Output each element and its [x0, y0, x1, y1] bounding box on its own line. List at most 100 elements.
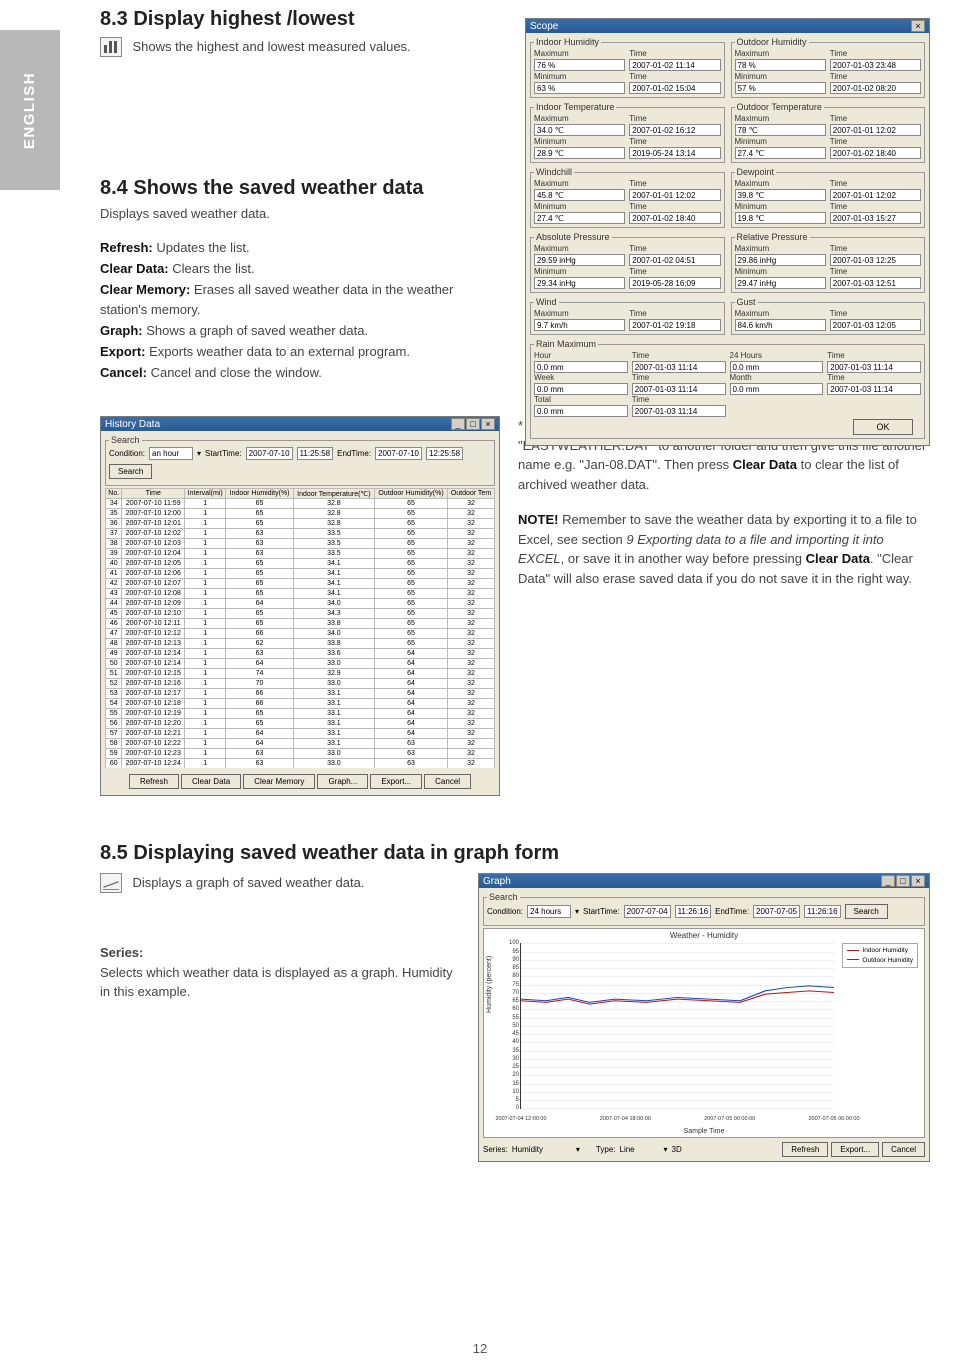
chart-title: Weather - Humidity: [484, 931, 924, 940]
language-tab: ENGLISH: [0, 30, 60, 190]
scope-group: Indoor TemperatureMaximumTime34.0 ℃2007-…: [530, 102, 725, 163]
language-label: ENGLISH: [22, 71, 39, 148]
close-icon[interactable]: ×: [911, 20, 925, 32]
history-body: Search Condition: an hour ▾ StartTime: 2…: [101, 431, 499, 795]
end-time-input[interactable]: 11:26:16: [804, 905, 841, 918]
scope-group: DewpointMaximumTime39.8 ℃2007-01-01 12:0…: [731, 167, 926, 228]
series-block: Series: Selects which weather data is di…: [100, 943, 460, 1002]
y-axis-label: Humidity (percent): [486, 956, 493, 1013]
desc-8-5: Displays a graph of saved weather data.: [132, 876, 364, 891]
scope-group: WindMaximumTime9.7 km/h2007-01-02 19:18: [530, 297, 725, 335]
scope-group: Rain MaximumHourTime0.0 mm2007-01-03 11:…: [530, 339, 925, 439]
condition-label: Condition:: [487, 907, 523, 916]
search-button[interactable]: Search: [845, 904, 888, 919]
group-legend: Outdoor Humidity: [735, 37, 809, 47]
group-legend: Gust: [735, 297, 758, 307]
group-legend: Absolute Pressure: [534, 232, 612, 242]
group-legend: Indoor Humidity: [534, 37, 601, 47]
graph-body: Search Condition: 24 hours▾ StartTime: 2…: [479, 888, 929, 1161]
refresh-button[interactable]: Refresh: [129, 774, 179, 789]
history-searchbar: Condition: an hour ▾ StartTime: 2007-07-…: [109, 447, 491, 479]
graph-title: Graph: [483, 876, 511, 887]
start-date-input[interactable]: 2007-07-04: [624, 905, 671, 918]
graph--button[interactable]: Graph...: [317, 774, 368, 789]
3d-checkbox[interactable]: 3D: [672, 1145, 696, 1154]
start-time-input[interactable]: 11:26:16: [675, 905, 712, 918]
condition-label: Condition:: [109, 449, 145, 458]
scope-group: Indoor HumidityMaximumTime76 %2007-01-02…: [530, 37, 725, 98]
clear-data-button[interactable]: Clear Data: [181, 774, 241, 789]
definition-item: Clear Data: Clears the list.: [100, 259, 500, 279]
close-icon[interactable]: ×: [911, 875, 925, 887]
note-paragraphs: * If you want to save the archived data …: [518, 416, 930, 796]
close-icon[interactable]: ×: [481, 418, 495, 430]
start-label: StartTime:: [205, 449, 242, 458]
end-date-input[interactable]: 2007-07-10: [375, 447, 422, 460]
note-bold: NOTE!: [518, 512, 558, 527]
section-8-4-text: 8.4 Shows the saved weather data Display…: [100, 177, 500, 384]
graph-bottom-bar: Series: Humidity▾ Type: Line▾ 3D Refresh…: [483, 1138, 925, 1157]
scope-title: Scope: [530, 21, 558, 32]
scope-group: WindchillMaximumTime45.8 ℃2007-01-01 12:…: [530, 167, 725, 228]
series-label: Series:: [483, 1145, 508, 1154]
x-axis-label: Sample Time: [484, 1128, 924, 1135]
condition-select[interactable]: an hour: [149, 447, 193, 460]
history-titlebar: History Data _ □ ×: [101, 417, 499, 431]
start-date-input[interactable]: 2007-07-10: [246, 447, 293, 460]
clear-memory-button[interactable]: Clear Memory: [243, 774, 315, 789]
graph-titlebar: Graph _ □ ×: [479, 874, 929, 888]
history-table: No.TimeInterval(mi)Indoor Humidity(%)Ind…: [105, 488, 495, 768]
chart-legend: Indoor HumidityOutdoor Humidity: [842, 943, 918, 967]
definition-item: Export: Exports weather data to an exter…: [100, 342, 500, 362]
graph-search-legend: Search: [487, 892, 520, 902]
definition-item: Graph: Shows a graph of saved weather da…: [100, 321, 500, 341]
scope-titlebar: Scope ×: [526, 19, 929, 33]
cancel-button[interactable]: Cancel: [882, 1142, 925, 1157]
maximize-icon[interactable]: □: [896, 875, 910, 887]
minimize-icon[interactable]: _: [881, 875, 895, 887]
refresh-button[interactable]: Refresh: [782, 1142, 828, 1157]
definition-item: Clear Memory: Erases all saved weather d…: [100, 280, 500, 320]
history-search-legend: Search: [109, 435, 142, 445]
highest-lowest-icon: [100, 37, 122, 57]
condition-select[interactable]: 24 hours: [527, 905, 571, 918]
group-legend: Relative Pressure: [735, 232, 810, 242]
export--button[interactable]: Export...: [831, 1142, 879, 1157]
graph-buttons: RefreshExport...Cancel: [779, 1142, 925, 1157]
group-legend: Windchill: [534, 167, 574, 177]
minimize-icon[interactable]: _: [451, 418, 465, 430]
scope-window: Scope × Indoor HumidityMaximumTime76 %20…: [525, 18, 930, 446]
definitions-8-4: Refresh: Updates the list.Clear Data: Cl…: [100, 238, 500, 384]
chart-area: Weather - Humidity Humidity (percent) 05…: [483, 928, 925, 1138]
graph-window: Graph _ □ × Search Condition: 24 hou: [478, 873, 930, 1162]
series-label: Series:: [100, 945, 143, 960]
heading-8-5: 8.5 Displaying saved weather data in gra…: [100, 842, 930, 865]
type-select[interactable]: Line: [620, 1145, 660, 1154]
export--button[interactable]: Export...: [370, 774, 422, 789]
search-button[interactable]: Search: [109, 464, 152, 479]
page-number: 12: [0, 1341, 960, 1356]
definition-item: Refresh: Updates the list.: [100, 238, 500, 258]
scope-group: GustMaximumTime84.6 km/h2007-01-03 12:05: [731, 297, 926, 335]
desc-8-3: Shows the highest and lowest measured va…: [132, 39, 410, 54]
group-legend: Indoor Temperature: [534, 102, 616, 112]
intro-8-4: Displays saved weather data.: [100, 204, 500, 224]
group-legend: Rain Maximum: [534, 339, 598, 349]
plot-area: 0510152025303540455055606570758085909510…: [520, 943, 834, 1109]
end-label: EndTime:: [715, 907, 749, 916]
note-bold: Clear Data: [806, 551, 870, 566]
ok-button[interactable]: OK: [853, 419, 913, 435]
maximize-icon[interactable]: □: [466, 418, 480, 430]
page-content: 8.3 Display highest /lowest Shows the hi…: [100, 8, 930, 1180]
start-label: StartTime:: [583, 907, 620, 916]
group-legend: Dewpoint: [735, 167, 777, 177]
scope-group: Outdoor TemperatureMaximumTime78 ℃2007-0…: [731, 102, 926, 163]
end-time-input[interactable]: 12:25:58: [426, 447, 463, 460]
heading-8-4: 8.4 Shows the saved weather data: [100, 177, 500, 200]
start-time-input[interactable]: 11:25:58: [297, 447, 334, 460]
series-select[interactable]: Humidity: [512, 1145, 572, 1154]
end-date-input[interactable]: 2007-07-05: [753, 905, 800, 918]
group-legend: Wind: [534, 297, 559, 307]
group-legend: Outdoor Temperature: [735, 102, 824, 112]
cancel-button[interactable]: Cancel: [424, 774, 471, 789]
